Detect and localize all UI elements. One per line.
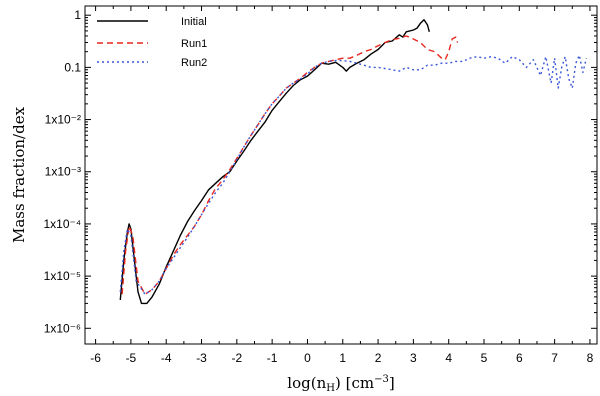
x-tick-label: -4 (161, 351, 172, 365)
x-tick-label: 4 (445, 351, 452, 365)
x-tick-label: -1 (267, 351, 278, 365)
x-axis-title: log(nH) [cm−3] (287, 374, 394, 394)
legend-label-run1: Run1 (181, 38, 207, 50)
x-tick-label: -5 (126, 351, 137, 365)
x-tick-label: 6 (516, 351, 523, 365)
x-tick-label: 7 (551, 351, 558, 365)
x-axis-title-unit: ) [cm (335, 374, 374, 392)
y-tick-label: 1x10⁻⁵ (44, 269, 81, 283)
y-tick-label: 1x10⁻⁴ (43, 217, 81, 231)
y-axis-title: Mass fraction/dex (10, 106, 28, 243)
x-tick-label: -2 (231, 351, 242, 365)
x-tick-label: 2 (375, 351, 382, 365)
x-tick-label: 3 (410, 351, 417, 365)
x-tick-label: -6 (90, 351, 101, 365)
legend: Initial Run1 Run2 (97, 16, 207, 69)
series-lines (119, 19, 588, 305)
x-axis-title-main: log(n (287, 374, 326, 392)
y-tick-label: 1x10⁻³ (45, 165, 81, 179)
plot-frame (84, 5, 598, 345)
x-tick-label: 1 (339, 351, 346, 365)
x-tick-label: 0 (304, 351, 311, 365)
axis-ticks: -6 -5 -4 -3 -2 -1 0 1 2 3 4 5 6 7 8 1x10⁻⁶ 1x10⁻⁵ 1x10⁻⁴ 1… (43, 6, 597, 365)
x-axis-title-tail: ] (389, 374, 395, 392)
series-line-initial (119, 19, 430, 305)
y-tick-label: 1x10⁻⁶ (44, 321, 81, 335)
legend-label-initial: Initial (181, 16, 207, 28)
x-axis-title-exp: −3 (374, 374, 389, 385)
x-tick-label: -3 (196, 351, 207, 365)
x-tick-label: 8 (587, 351, 594, 365)
y-tick-label: 1 (74, 8, 81, 22)
series-line-run2 (119, 54, 588, 295)
x-tick-label: 5 (481, 351, 488, 365)
legend-label-run2: Run2 (181, 57, 207, 69)
y-tick-label: 1x10⁻² (45, 113, 81, 127)
x-axis-title-sub: H (326, 383, 335, 394)
y-tick-label: 0.1 (64, 60, 81, 74)
series-line-run1 (121, 35, 459, 295)
